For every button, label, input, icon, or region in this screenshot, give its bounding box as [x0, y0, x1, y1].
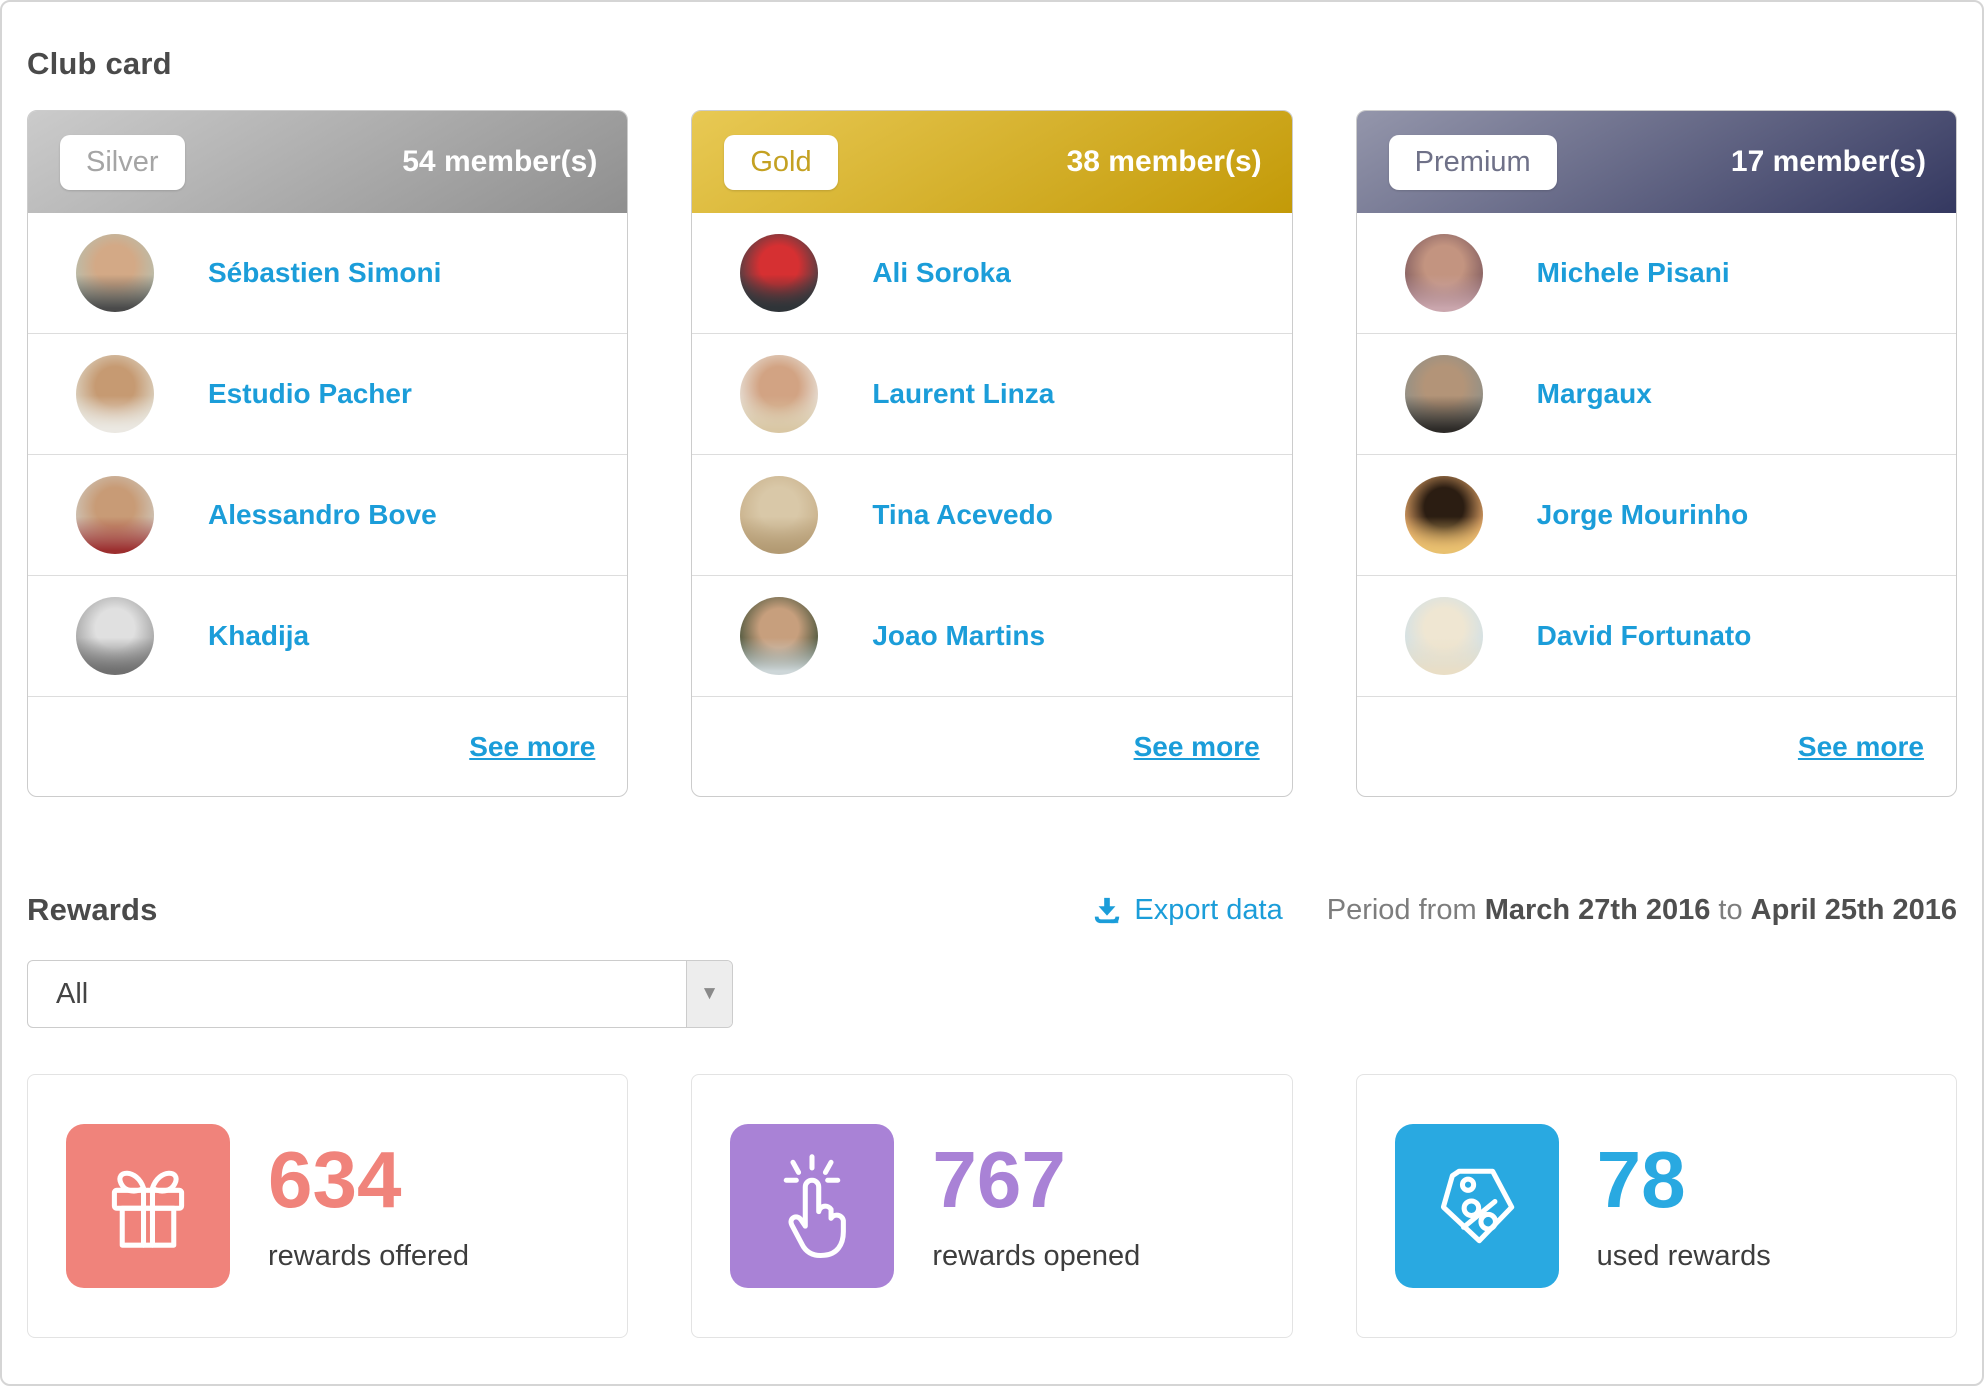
rewards-filter-select[interactable]: All ▼: [27, 960, 733, 1028]
rewards-section-title: Rewards: [27, 892, 158, 927]
period-end-date: April 25th 2016: [1750, 893, 1957, 926]
tier-card-footer: See more: [692, 697, 1291, 796]
member-avatar: [740, 234, 819, 312]
stat-text: 767 rewards opened: [932, 1134, 1141, 1273]
stat-value: 767: [932, 1134, 1066, 1224]
club-cards-grid: Silver 54 member(s) Sébastien Simoni Est…: [27, 110, 1957, 797]
member-avatar: [76, 234, 154, 312]
rewards-filter-value: All: [56, 977, 89, 1010]
member-row: Jorge Mourinho: [1356, 455, 1956, 576]
member-avatar: [76, 355, 154, 433]
rewards-header: Rewards Export data Period from March 27…: [27, 892, 1957, 928]
export-data-link[interactable]: Export data: [1092, 893, 1283, 927]
tier-card-gold: Gold 38 member(s) Ali Soroka Laurent Lin…: [691, 110, 1293, 797]
member-avatar: [76, 476, 154, 554]
member-row: Joao Martins: [692, 576, 1292, 697]
tier-header: Premium 17 member(s): [1356, 111, 1956, 213]
gift-icon: [66, 1124, 230, 1288]
stat-value: 78: [1596, 1134, 1686, 1224]
stat-text: 78 used rewards: [1596, 1134, 1771, 1273]
stat-card-rewards-opened: 767 rewards opened: [691, 1074, 1293, 1338]
stat-card-rewards-offered: 634 rewards offered: [27, 1074, 629, 1338]
tier-member-count: 17 member(s): [1730, 145, 1926, 178]
member-row: Tina Acevedo: [692, 455, 1292, 576]
member-row: Ali Soroka: [692, 213, 1292, 334]
download-icon: [1095, 897, 1120, 924]
tier-card-premium: Premium 17 member(s) Michele Pisani Marg…: [1355, 110, 1957, 797]
tier-header: Gold 38 member(s): [692, 111, 1292, 213]
stat-value: 634: [268, 1134, 402, 1224]
tier-badge: Silver: [60, 134, 185, 190]
export-data-label: Export data: [1134, 893, 1283, 926]
member-name-link[interactable]: Sébastien Simoni: [208, 257, 442, 288]
period-middle: to: [1718, 893, 1743, 926]
see-more-link[interactable]: See more: [469, 730, 596, 762]
stat-card-used-rewards: 78 used rewards: [1355, 1074, 1957, 1338]
member-name-link[interactable]: Ali Soroka: [872, 257, 1011, 288]
member-row: Khadija: [28, 576, 628, 697]
stat-label: rewards opened: [932, 1239, 1141, 1272]
member-name-link[interactable]: Margaux: [1536, 378, 1652, 409]
member-name-link[interactable]: Estudio Pacher: [208, 378, 412, 409]
member-row: Sébastien Simoni: [28, 213, 628, 334]
member-avatar: [1404, 355, 1483, 433]
member-avatar: [1404, 234, 1483, 312]
see-more-link[interactable]: See more: [1797, 730, 1924, 762]
member-avatar: [1404, 476, 1483, 554]
member-row: Estudio Pacher: [28, 334, 628, 455]
member-name-link[interactable]: Joao Martins: [872, 620, 1046, 651]
stat-label: rewards offered: [268, 1239, 469, 1272]
stat-text: 634 rewards offered: [268, 1134, 469, 1273]
period-text: Period from March 27th 2016 to April 25t…: [1327, 894, 1957, 927]
see-more-link[interactable]: See more: [1133, 730, 1260, 762]
member-row: David Fortunato: [1356, 576, 1956, 697]
tier-header: Silver 54 member(s): [28, 111, 628, 213]
member-name-link[interactable]: David Fortunato: [1536, 620, 1752, 651]
member-row: Alessandro Bove: [28, 455, 628, 576]
period-prefix: Period from: [1326, 893, 1477, 926]
discount-tag-icon: [1394, 1124, 1559, 1288]
member-avatar: [740, 476, 819, 554]
member-avatar: [740, 597, 819, 675]
tier-member-count: 54 member(s): [402, 145, 598, 178]
period-start-date: March 27th 2016: [1484, 893, 1711, 926]
tier-badge: Premium: [1388, 134, 1557, 190]
member-avatar: [76, 597, 154, 675]
member-name-link[interactable]: Jorge Mourinho: [1536, 499, 1749, 530]
tier-member-count: 38 member(s): [1066, 145, 1262, 178]
rewards-header-right: Export data Period from March 27th 2016 …: [1092, 894, 1957, 927]
tier-card-footer: See more: [1357, 697, 1956, 796]
tier-card-silver: Silver 54 member(s) Sébastien Simoni Est…: [27, 110, 629, 797]
member-name-link[interactable]: Michele Pisani: [1536, 257, 1730, 288]
tier-card-footer: See more: [28, 697, 627, 796]
stat-label: used rewards: [1596, 1239, 1771, 1272]
tier-badge: Gold: [724, 134, 838, 190]
rewards-stats-grid: 634 rewards offered 767 rewards opened: [27, 1074, 1957, 1338]
chevron-down-icon: ▼: [686, 961, 732, 1027]
member-row: Michele Pisani: [1356, 213, 1956, 334]
member-row: Laurent Linza: [692, 334, 1292, 455]
club-card-section-title: Club card: [27, 46, 172, 81]
tap-click-icon: [730, 1124, 895, 1288]
member-avatar: [1404, 597, 1483, 675]
member-row: Margaux: [1356, 334, 1956, 455]
member-name-link[interactable]: Alessandro Bove: [208, 499, 437, 530]
member-name-link[interactable]: Laurent Linza: [872, 378, 1055, 409]
member-name-link[interactable]: Khadija: [208, 620, 310, 651]
member-avatar: [740, 355, 819, 433]
member-name-link[interactable]: Tina Acevedo: [872, 499, 1053, 530]
